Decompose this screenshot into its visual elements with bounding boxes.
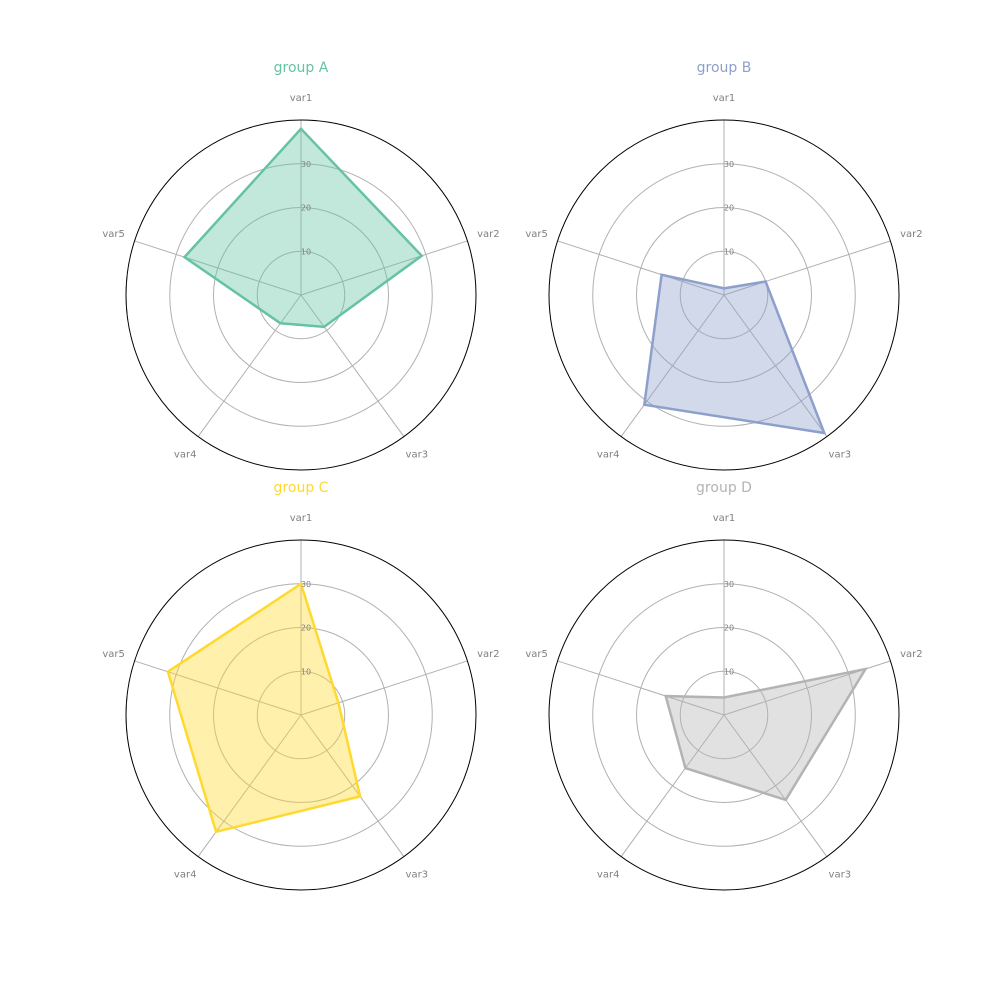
radial-tick-label: 30	[724, 160, 734, 169]
radial-tick-label: 30	[724, 580, 734, 589]
radial-tick-label: 30	[301, 580, 311, 589]
chart-title: group D	[696, 480, 752, 496]
radial-tick-label: 10	[301, 667, 311, 676]
polar-frame	[125, 539, 477, 891]
spoke-var4	[620, 714, 725, 857]
radar-panel-3: var1 var2 var3 var4 var5 10 20 30 group C	[102, 480, 500, 891]
radial-tick-label: 20	[724, 624, 734, 633]
chart-title: group B	[697, 60, 752, 76]
category-label: var1	[713, 513, 736, 524]
chart-title: group C	[274, 480, 329, 496]
category-label: var3	[829, 869, 852, 880]
radial-tick-label: 10	[724, 247, 734, 256]
category-label: var5	[525, 649, 548, 660]
spoke-var5	[134, 660, 302, 716]
spoke-var5	[134, 240, 302, 296]
spoke-var5	[557, 660, 725, 716]
category-label: var2	[477, 649, 500, 660]
category-label: var3	[829, 449, 852, 460]
category-label: var1	[290, 93, 313, 104]
category-label: var1	[713, 93, 736, 104]
radial-tick-label: 20	[301, 624, 311, 633]
radial-tick-label: 20	[301, 204, 311, 213]
category-label: var4	[174, 869, 197, 880]
category-label: var3	[406, 869, 429, 880]
spoke-var3	[300, 714, 405, 857]
category-label: var4	[597, 449, 620, 460]
data-polygon	[166, 581, 362, 834]
radial-tick-label: 10	[724, 667, 734, 676]
category-label: var4	[174, 449, 197, 460]
category-label: var5	[525, 229, 548, 240]
data-polygon	[642, 273, 827, 435]
category-label: var1	[290, 513, 313, 524]
category-label: var2	[900, 649, 923, 660]
spoke-var3	[723, 714, 828, 857]
radar-panel-1: var1 var2 var3 var4 var5 10 20 30 group A	[102, 60, 500, 471]
polar-frame	[548, 539, 900, 891]
radial-tick-label: 10	[301, 247, 311, 256]
spoke-var3	[300, 294, 405, 437]
category-label: var2	[900, 229, 923, 240]
spoke-var2	[723, 240, 891, 296]
category-label: var4	[597, 869, 620, 880]
spoke-var4	[197, 294, 302, 437]
spoke-var5	[557, 240, 725, 296]
radar-panel-2: var1 var2 var3 var4 var5 10 20 30 group B	[525, 60, 923, 471]
spoke-var3	[723, 294, 828, 437]
data-polygon	[664, 667, 869, 802]
category-label: var5	[102, 229, 125, 240]
chart-title: group A	[274, 60, 329, 76]
spoke-var2	[300, 240, 468, 296]
radar-panel-4: var1 var2 var3 var4 var5 10 20 30 group D	[525, 480, 923, 891]
radial-tick-label: 30	[301, 160, 311, 169]
data-polygon	[182, 126, 424, 329]
spoke-var4	[620, 294, 725, 437]
spoke-var2	[300, 660, 468, 716]
polar-frame	[125, 119, 477, 471]
category-label: var5	[102, 649, 125, 660]
category-label: var2	[477, 229, 500, 240]
category-label: var3	[406, 449, 429, 460]
radial-tick-label: 20	[724, 204, 734, 213]
polar-frame	[548, 119, 900, 471]
